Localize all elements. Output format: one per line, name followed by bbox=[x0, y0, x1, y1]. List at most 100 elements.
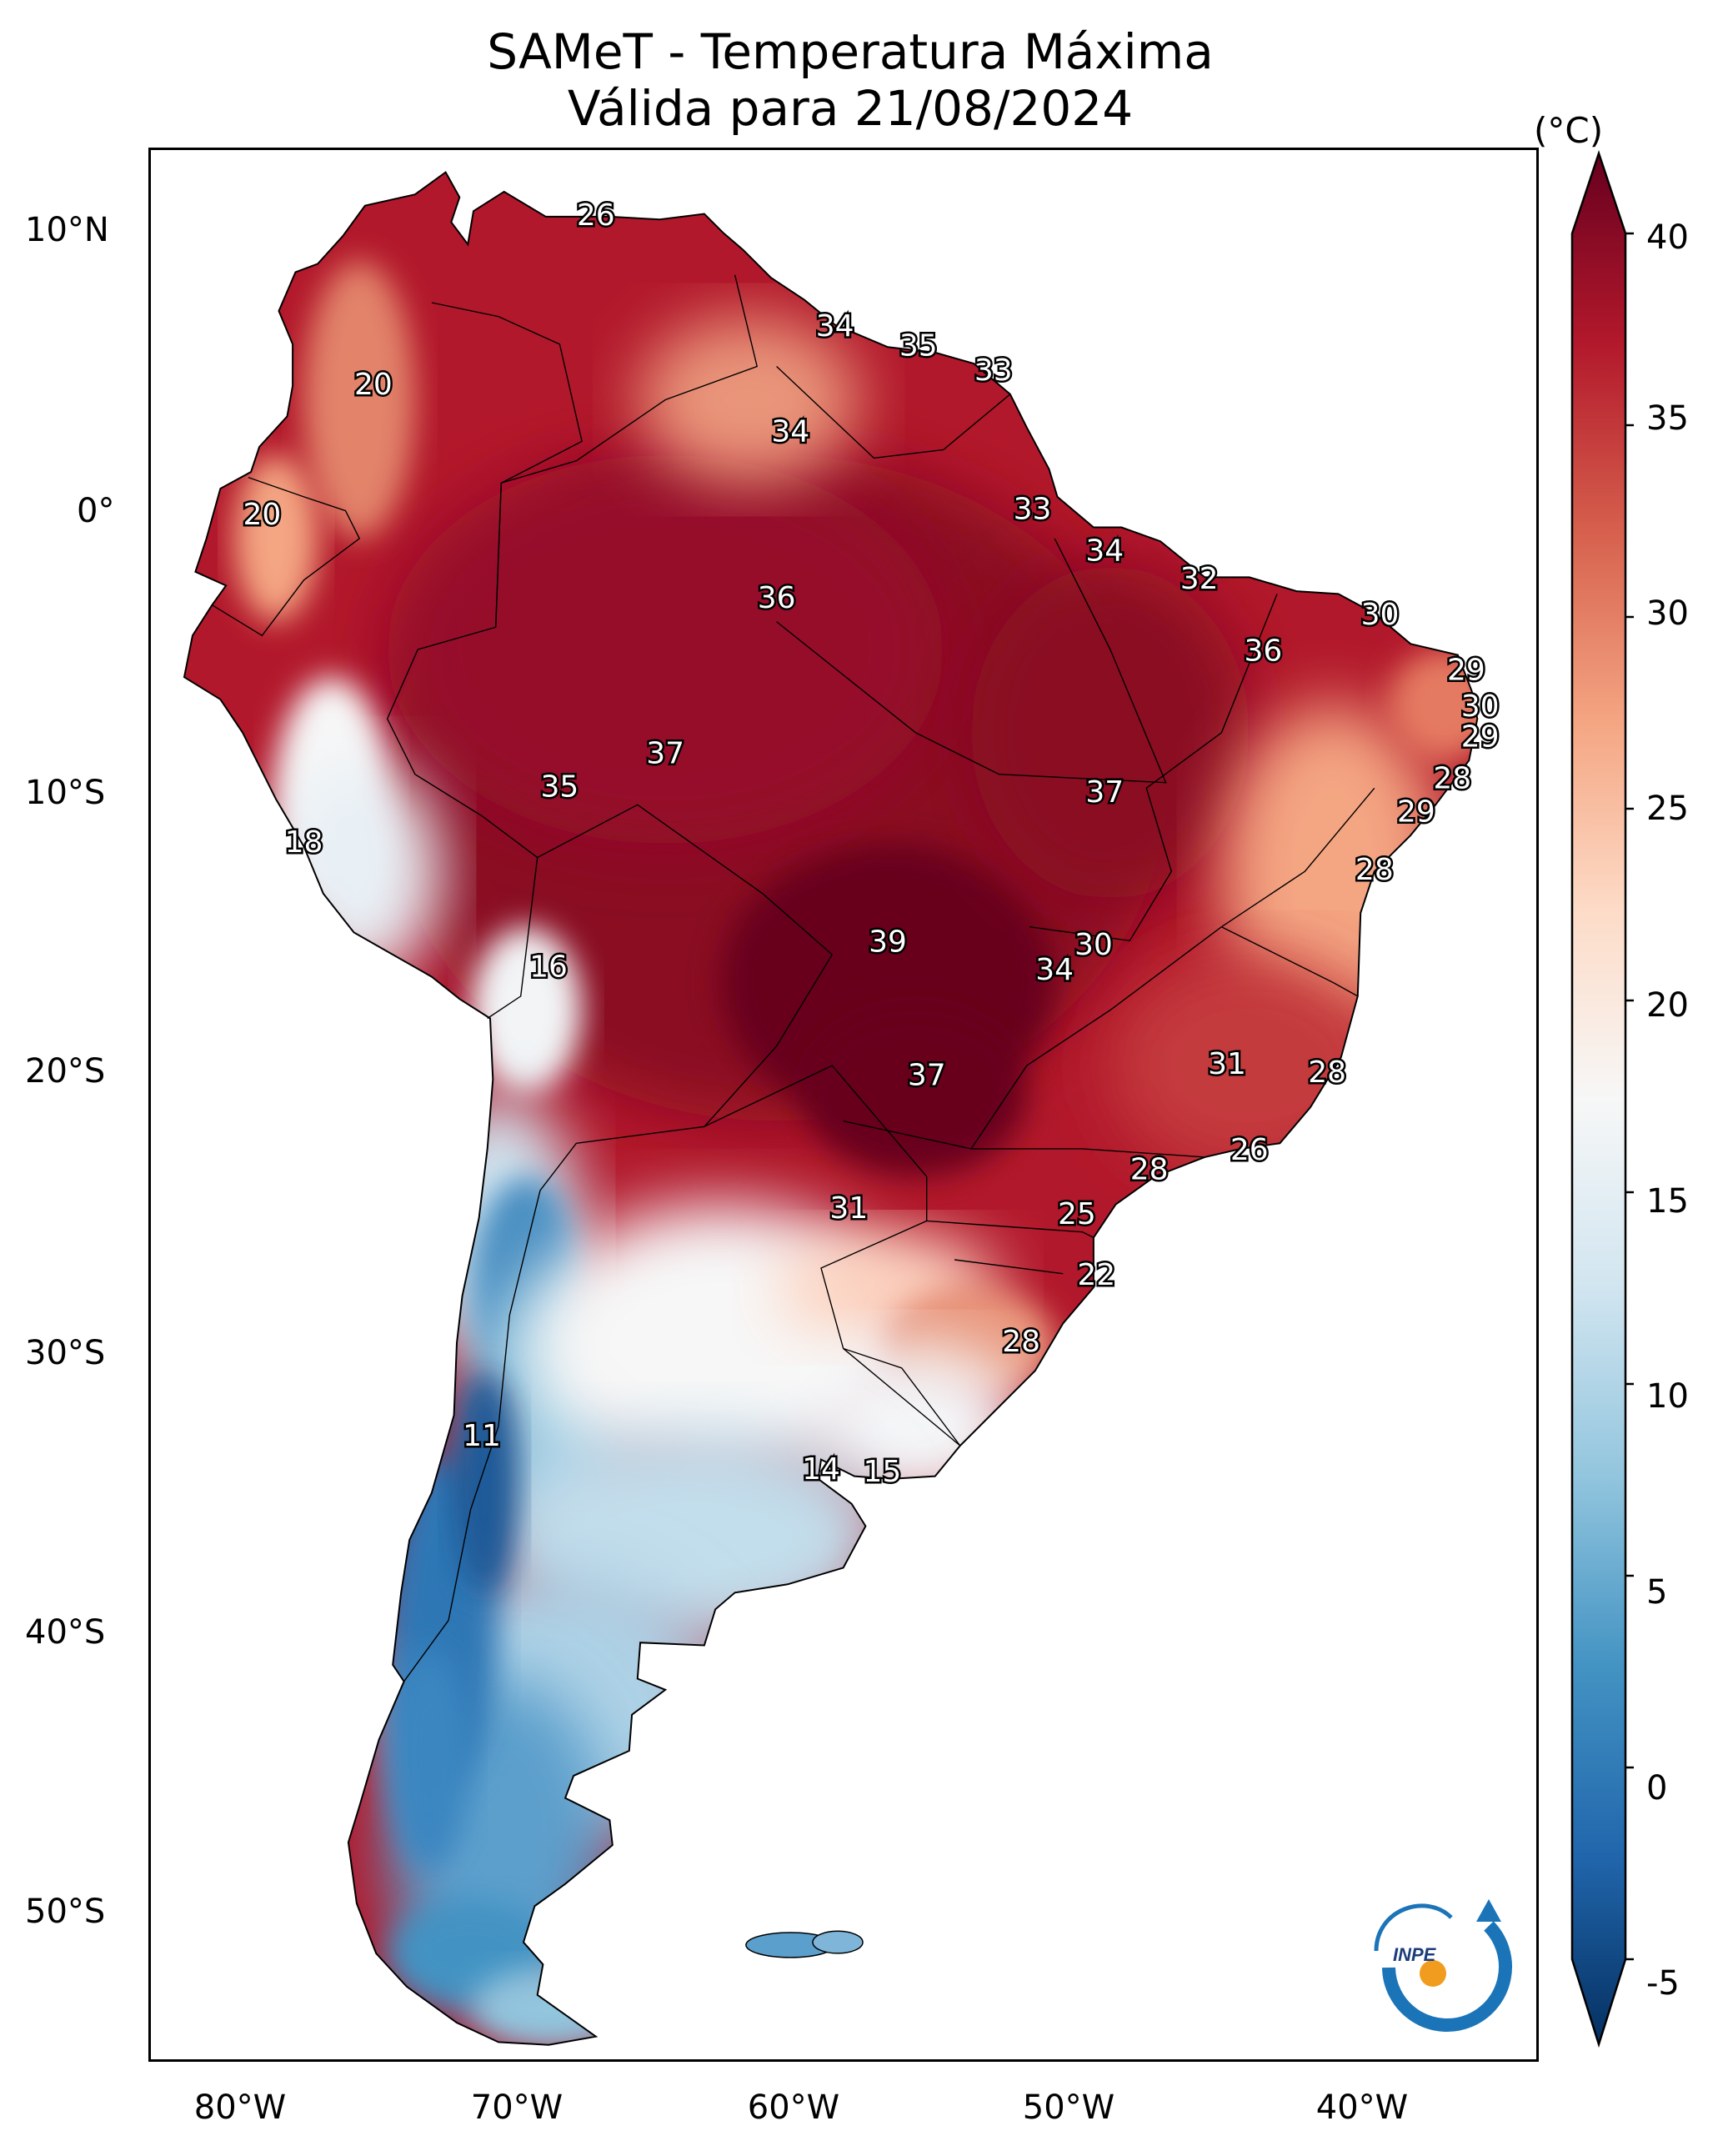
colorbar-tick-15: 15 bbox=[1646, 1182, 1689, 1221]
logo-arrow bbox=[1476, 1899, 1501, 1922]
falkland-islands bbox=[745, 1930, 864, 1958]
station-label: 33 bbox=[1014, 493, 1052, 527]
border-line bbox=[954, 1259, 1064, 1275]
map-title: SAMeT - Temperatura Máxima bbox=[487, 23, 1214, 80]
field-blob bbox=[470, 1967, 638, 2045]
colorbar-tick-35: 35 bbox=[1646, 399, 1689, 438]
lon-tick-80w: 80°W bbox=[193, 2088, 287, 2127]
station-label: 26 bbox=[577, 198, 615, 233]
coastline bbox=[183, 171, 1479, 2046]
station-label: 35 bbox=[540, 770, 579, 804]
logo-arc bbox=[1382, 1921, 1512, 2032]
colorbar-tick-25: 25 bbox=[1646, 790, 1689, 828]
lat-tick-0: 0° bbox=[77, 492, 115, 530]
station-label: 33 bbox=[974, 353, 1013, 388]
border-line bbox=[431, 302, 583, 628]
station-label: 18 bbox=[285, 825, 323, 860]
falkland-west bbox=[812, 1930, 864, 1954]
station-label: 22 bbox=[1077, 1258, 1115, 1292]
station-label: 37 bbox=[908, 1058, 946, 1092]
station-label: 31 bbox=[1208, 1047, 1246, 1081]
station-label: 30 bbox=[1074, 928, 1113, 962]
lat-tick-40s: 40°S bbox=[25, 1613, 106, 1652]
station-label: 35 bbox=[899, 328, 938, 363]
colorbar-tick-5: 5 bbox=[1646, 1573, 1668, 1612]
inpe-logo: INPE bbox=[1374, 1899, 1512, 2032]
station-label: 25 bbox=[1058, 1197, 1096, 1231]
station-label: 30 bbox=[1361, 598, 1400, 632]
station-label: 16 bbox=[529, 950, 568, 985]
logo-sun bbox=[1420, 1960, 1446, 1987]
station-label: 14 bbox=[802, 1452, 840, 1487]
field-blob bbox=[470, 926, 583, 1094]
station-label: 37 bbox=[646, 736, 684, 770]
station-label: 15 bbox=[863, 1455, 901, 1489]
colorbar-body bbox=[1570, 150, 1627, 2048]
station-label: 34 bbox=[816, 309, 854, 343]
station-label: 32 bbox=[1180, 562, 1219, 596]
station-label: 39 bbox=[869, 925, 907, 960]
station-label: 28 bbox=[1308, 1055, 1346, 1090]
field-blob bbox=[451, 1371, 518, 1593]
map-subtitle: Válida para 21/08/2024 bbox=[567, 80, 1134, 137]
station-label: 28 bbox=[1433, 761, 1471, 795]
station-label: 34 bbox=[1085, 534, 1124, 568]
station-label: 28 bbox=[1355, 853, 1394, 887]
station-label: 26 bbox=[1230, 1133, 1269, 1167]
colorbar-tick-minus5: -5 bbox=[1646, 1964, 1680, 2003]
field-blob bbox=[971, 566, 1250, 900]
border-line bbox=[776, 365, 1011, 459]
colorbar-unit: (°C) bbox=[1534, 110, 1604, 151]
lat-tick-50s: 50°S bbox=[25, 1893, 106, 1931]
station-label: 30 bbox=[1461, 689, 1500, 724]
station-label: 36 bbox=[1244, 634, 1282, 668]
station-label: 29 bbox=[1397, 795, 1435, 829]
border-line bbox=[212, 476, 361, 637]
border-line bbox=[386, 626, 538, 1020]
colorbar-tick-40: 40 bbox=[1646, 218, 1689, 257]
border-line bbox=[926, 1220, 1094, 1239]
station-label: 11 bbox=[463, 1419, 501, 1453]
lat-tick-20s: 20°S bbox=[25, 1052, 106, 1091]
station-label: 20 bbox=[354, 368, 393, 402]
station-label: 29 bbox=[1447, 654, 1485, 688]
field-blob bbox=[804, 1010, 1027, 1177]
station-label: 34 bbox=[1035, 953, 1074, 987]
station-label: 20 bbox=[243, 498, 282, 532]
map-plot-area: 26 20 34 35 33 34 20 33 34 32 36 30 36 29 30 29 37 28 35 37… bbox=[148, 148, 1539, 2062]
station-label: 31 bbox=[829, 1191, 868, 1226]
border-line bbox=[971, 1148, 1205, 1158]
colorbar-tick-marks bbox=[1625, 232, 1634, 1961]
border-line bbox=[843, 926, 1222, 1150]
field-blob bbox=[637, 316, 860, 484]
colorbar-tick-20: 20 bbox=[1646, 986, 1689, 1025]
lon-tick-70w: 70°W bbox=[470, 2088, 563, 2127]
field-blob bbox=[387, 455, 944, 844]
station-label: 37 bbox=[1085, 775, 1124, 810]
station-label: 36 bbox=[758, 581, 796, 615]
station-label: 34 bbox=[771, 414, 809, 449]
temperature-field bbox=[184, 172, 1478, 2045]
border-line bbox=[1221, 787, 1375, 928]
colorbar-tick-30: 30 bbox=[1646, 594, 1689, 633]
lat-tick-10s: 10°S bbox=[25, 774, 106, 812]
field-blob bbox=[276, 760, 443, 983]
border-line bbox=[843, 1347, 961, 1447]
station-label: 29 bbox=[1461, 720, 1500, 754]
lat-tick-30s: 30°S bbox=[25, 1334, 106, 1372]
border-line bbox=[776, 538, 1167, 784]
colorbar-tick-10: 10 bbox=[1646, 1377, 1689, 1416]
colorbar bbox=[1570, 150, 1634, 2048]
field-blob bbox=[303, 261, 415, 539]
field-blob bbox=[387, 1647, 471, 1871]
logo-orbit bbox=[1374, 1903, 1453, 1952]
station-label: 28 bbox=[1130, 1153, 1169, 1187]
border-line bbox=[403, 1142, 577, 1682]
lon-tick-40w: 40°W bbox=[1315, 2088, 1409, 2127]
station-label: 28 bbox=[1002, 1325, 1040, 1359]
state-borders bbox=[212, 274, 1375, 1682]
lon-tick-50w: 50°W bbox=[1022, 2088, 1115, 2127]
colorbar-tick-0: 0 bbox=[1646, 1769, 1668, 1808]
